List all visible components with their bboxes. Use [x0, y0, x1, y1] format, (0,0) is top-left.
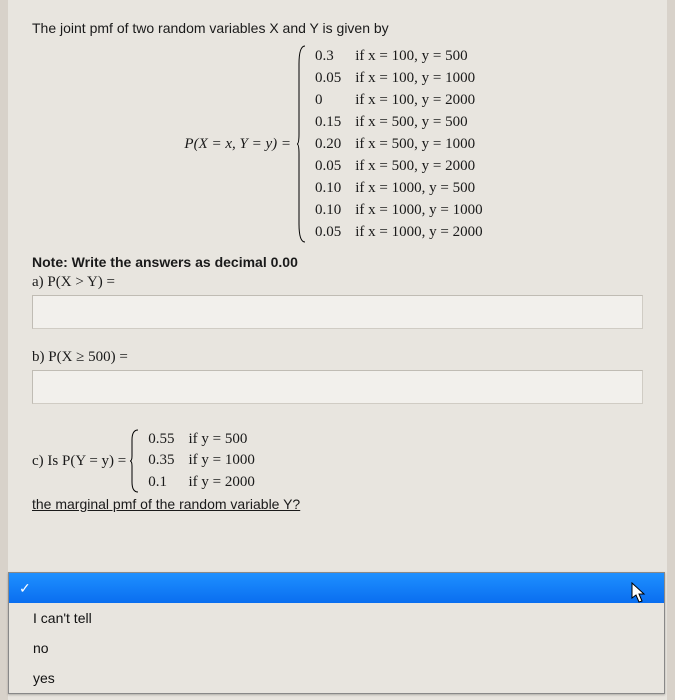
pmf-value: 0.05	[309, 68, 347, 88]
joint-pmf-definition: P(X = x, Y = y) = 0.3if x = 100, y = 500…	[32, 44, 643, 244]
pmf-row: 0.05if x = 100, y = 1000	[309, 68, 489, 88]
answer-c-dropdown[interactable]: ✓ I can't tellnoyes	[8, 572, 665, 694]
dropdown-selected-row[interactable]: ✓	[9, 573, 664, 603]
pmf-value: 0.3	[309, 46, 347, 66]
pmf-y-value: 0.35	[142, 451, 180, 470]
pmf-condition: if x = 1000, y = 2000	[349, 222, 488, 242]
pmf-row: 0.10if x = 1000, y = 1000	[309, 200, 489, 220]
pmf-y-value: 0.55	[142, 430, 180, 449]
note-text: Note: Write the answers as decimal 0.00	[32, 254, 643, 270]
pmf-value: 0.10	[309, 178, 347, 198]
question-c-lhs: c) Is P(Y = y) =	[32, 453, 130, 470]
left-brace-icon	[130, 428, 140, 494]
pmf-row: 0.10if x = 1000, y = 500	[309, 178, 489, 198]
pmf-condition: if x = 100, y = 500	[349, 46, 488, 66]
pmf-condition: if x = 500, y = 1000	[349, 134, 488, 154]
pmf-y-row: 0.55if y = 500	[142, 430, 261, 449]
pmf-y-condition: if y = 1000	[183, 451, 261, 470]
answer-b-input[interactable]	[32, 370, 643, 404]
intro-text: The joint pmf of two random variables X …	[32, 20, 643, 36]
pmf-y-condition: if y = 2000	[183, 473, 261, 492]
pmf-y-row: 0.35if y = 1000	[142, 451, 261, 470]
pmf-condition: if x = 500, y = 2000	[349, 156, 488, 176]
pmf-y-row: 0.1if y = 2000	[142, 473, 261, 492]
pmf-condition: if x = 100, y = 2000	[349, 90, 488, 110]
pmf-row: 0.15if x = 500, y = 500	[309, 112, 489, 132]
pmf-y-cases-table: 0.55if y = 5000.35if y = 10000.1if y = 2…	[140, 428, 263, 494]
pmf-value: 0.10	[309, 200, 347, 220]
pmf-value: 0.20	[309, 134, 347, 154]
pmf-condition: if x = 500, y = 500	[349, 112, 488, 132]
pmf-condition: if x = 1000, y = 500	[349, 178, 488, 198]
pmf-cases-table: 0.3if x = 100, y = 5000.05if x = 100, y …	[307, 44, 491, 244]
pmf-row: 0.05if x = 500, y = 2000	[309, 156, 489, 176]
answer-a-input[interactable]	[32, 295, 643, 329]
question-a-label: a) P(X > Y) =	[32, 274, 643, 291]
dropdown-option[interactable]: yes	[9, 663, 664, 693]
pmf-row: 0.20if x = 500, y = 1000	[309, 134, 489, 154]
pmf-y-value: 0.1	[142, 473, 180, 492]
pmf-condition: if x = 100, y = 1000	[349, 68, 488, 88]
question-c-block: c) Is P(Y = y) = 0.55if y = 5000.35if y …	[32, 428, 643, 494]
marginal-question-text: the marginal pmf of the random variable …	[32, 496, 643, 512]
left-brace-icon	[297, 44, 307, 244]
pmf-value: 0.15	[309, 112, 347, 132]
pmf-row: 0.05if x = 1000, y = 2000	[309, 222, 489, 242]
pmf-value: 0.05	[309, 222, 347, 242]
pmf-condition: if x = 1000, y = 1000	[349, 200, 488, 220]
question-b-label: b) P(X ≥ 500) =	[32, 349, 643, 366]
pmf-row: 0if x = 100, y = 2000	[309, 90, 489, 110]
pmf-value: 0.05	[309, 156, 347, 176]
pmf-y-condition: if y = 500	[183, 430, 261, 449]
dropdown-option[interactable]: no	[9, 633, 664, 663]
pmf-row: 0.3if x = 100, y = 500	[309, 46, 489, 66]
dropdown-option[interactable]: I can't tell	[9, 603, 664, 633]
pmf-value: 0	[309, 90, 347, 110]
pmf-lhs: P(X = x, Y = y) =	[184, 136, 297, 153]
check-icon: ✓	[19, 580, 31, 597]
